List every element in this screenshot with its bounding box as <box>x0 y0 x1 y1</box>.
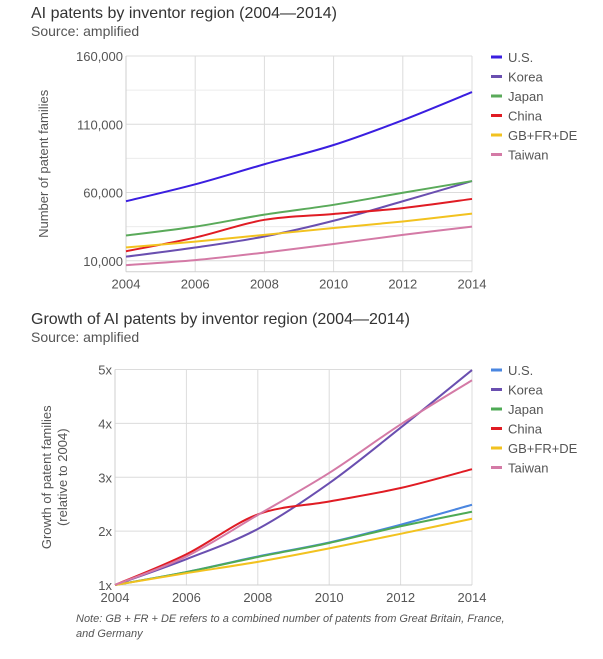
chart1-title: AI patents by inventor region (2004—2014… <box>31 5 337 22</box>
chart2-title: Growth of AI patents by inventor region … <box>31 311 410 328</box>
y-tick-label: 2x <box>98 524 112 539</box>
legend-label-gb-fr-de: GB+FR+DE <box>508 128 578 143</box>
legend-label-china: China <box>508 422 543 437</box>
x-tick-label: 2012 <box>388 277 417 292</box>
y-axis-label: Number of patent families <box>36 89 51 238</box>
x-tick-label: 2014 <box>458 590 487 605</box>
x-tick-label: 2006 <box>181 277 210 292</box>
series-line-gb-fr-de <box>114 517 473 586</box>
chart2-subtitle: Source: amplified <box>31 329 140 345</box>
legend-label-u-s: U.S. <box>508 50 533 65</box>
x-tick-label: 2008 <box>250 277 279 292</box>
series-line-korea <box>125 180 473 258</box>
x-tick-label: 2004 <box>112 277 141 292</box>
y-tick-label: 110,000 <box>77 117 123 132</box>
series-line-gb-fr-de <box>125 212 473 249</box>
x-tick-label: 2010 <box>319 277 348 292</box>
series-line-china <box>114 468 473 586</box>
series-line-u-s <box>114 503 473 586</box>
series-line-u-s <box>125 91 473 203</box>
x-tick-label: 2010 <box>315 590 344 605</box>
legend-label-japan: Japan <box>508 89 543 104</box>
legend-label-japan: Japan <box>508 402 543 417</box>
series-line-korea <box>114 369 473 586</box>
footnote: Note: GB + FR + DE refers to a combined … <box>76 613 505 640</box>
x-tick-label: 2014 <box>458 277 487 292</box>
y-tick-label: 60,000 <box>83 186 123 201</box>
x-tick-label: 2006 <box>172 590 201 605</box>
chart1-plot: 2004 2006 2008 2010 2012 2014 160,000 110,000 60… <box>36 49 578 292</box>
legend-label-china: China <box>508 109 543 124</box>
legend-label-u-s: U.S. <box>508 363 533 378</box>
legend-label-taiwan: Taiwan <box>508 148 548 163</box>
series-line-japan <box>114 510 473 586</box>
legend-label-gb-fr-de: GB+FR+DE <box>508 441 578 456</box>
legend-label-korea: Korea <box>508 70 543 85</box>
x-tick-label: 2012 <box>386 590 415 605</box>
y-tick-label: 10,000 <box>83 254 123 269</box>
chart2-plot: 2004 2006 2008 2010 2012 2014 5x 4x 3x 2x 1x Growth… <box>39 363 578 606</box>
y-tick-label: 1x <box>98 578 112 593</box>
y-tick-label: 4x <box>98 416 112 431</box>
series-line-taiwan <box>114 379 473 586</box>
legend-label-taiwan: Taiwan <box>508 461 548 476</box>
x-tick-label: 2008 <box>243 590 272 605</box>
x-tick-label: 2004 <box>101 590 130 605</box>
series-line-japan <box>125 180 473 237</box>
legend-label-korea: Korea <box>508 383 543 398</box>
chart1-subtitle: Source: amplified <box>31 23 140 39</box>
y-axis-label: Growth of patent families <box>39 405 54 549</box>
series-line-china <box>125 197 473 253</box>
y-tick-label: 3x <box>98 470 112 485</box>
series-line-taiwan <box>125 225 473 267</box>
y-axis-label-secondary: (relative to 2004) <box>55 428 70 526</box>
y-tick-label: 5x <box>98 363 112 378</box>
y-tick-label: 160,000 <box>76 49 123 64</box>
